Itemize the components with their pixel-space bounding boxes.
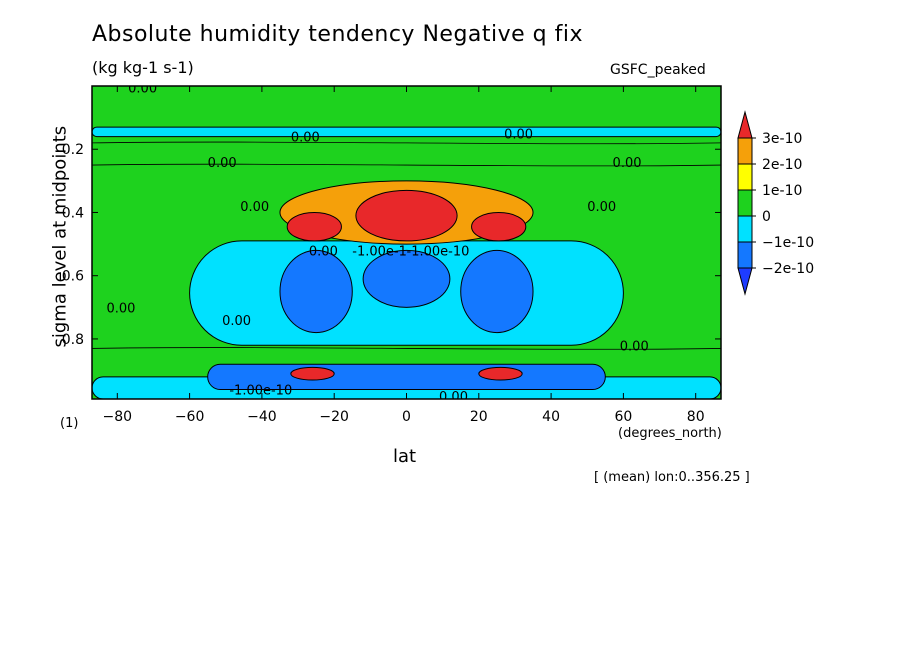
field-region (290, 366, 335, 381)
contour-line (92, 141, 721, 145)
averaging-note: [ (mean) lon:0..356.25 ] (594, 470, 750, 485)
x-axis-units: (degrees_north) (618, 426, 722, 441)
colorbar-segment (737, 267, 753, 296)
field-region (207, 363, 606, 391)
field-region (92, 86, 721, 399)
contour-label: 0.00 (291, 131, 320, 146)
field-region (478, 366, 523, 381)
x-tick-label: −40 (247, 409, 277, 425)
contour-label: -1.00e-10 (229, 384, 292, 399)
x-tick-label: 60 (614, 409, 632, 425)
colorbar-segment (737, 137, 753, 165)
x-tick-label: 40 (542, 409, 560, 425)
figure-number: (1) (60, 416, 79, 431)
contour-label: 0.00 (208, 156, 237, 171)
colorbar-label: 1e-10 (762, 183, 802, 199)
colorbar-segment (737, 241, 753, 269)
contour-label: 0.00 (613, 156, 642, 171)
colorbar-segment (737, 163, 753, 191)
contour-label: 0.00 (222, 314, 251, 329)
colorbar-label: −2e-10 (762, 261, 814, 277)
plot-frame (91, 85, 722, 400)
contour-label: -1.00e-10 (407, 244, 470, 259)
field-region (92, 376, 721, 399)
field-region (189, 240, 624, 346)
contour-label: 0.00 (240, 200, 269, 215)
contour-label: 0.00 (620, 339, 649, 354)
y-axis-label: sigma level at midpoints (49, 125, 71, 348)
contour-label: -1.00e-1 (352, 244, 407, 259)
field-region (279, 180, 534, 245)
field-region (471, 211, 527, 242)
x-tick-label: −80 (103, 409, 133, 425)
contour-label: 0.00 (309, 244, 338, 259)
field-region (92, 126, 721, 138)
colorbar-segment (737, 110, 753, 139)
field-region (279, 249, 353, 334)
x-tick-label: −20 (319, 409, 349, 425)
x-axis-label: lat (393, 446, 417, 467)
chart-title: Absolute humidity tendency Negative q fi… (92, 22, 584, 47)
contour-line (92, 347, 721, 350)
contour-label: 0.00 (128, 82, 157, 97)
contour-label: 0.00 (439, 390, 468, 405)
contour-label: 0.00 (587, 200, 616, 215)
colorbar-segment (737, 189, 753, 217)
x-tick-label: 20 (470, 409, 488, 425)
x-tick-label: 80 (687, 409, 705, 425)
colorbar-label: 3e-10 (762, 131, 802, 147)
field-region (362, 249, 451, 308)
field-region (355, 189, 458, 242)
x-tick-label: −60 (175, 409, 205, 425)
colorbar-label: 0 (762, 209, 771, 225)
field-region (286, 211, 342, 242)
field-region (460, 249, 534, 334)
contour-label: 0.00 (106, 301, 135, 316)
x-tick-label: 0 (402, 409, 411, 425)
case-name: GSFC_peaked (610, 62, 706, 78)
colorbar-segment (737, 215, 753, 243)
chart-units: (kg kg-1 s-1) (92, 58, 194, 77)
contour-line (92, 163, 721, 167)
contour-label: 0.00 (504, 127, 533, 142)
colorbar-label: 2e-10 (762, 157, 802, 173)
colorbar-label: −1e-10 (762, 235, 814, 251)
